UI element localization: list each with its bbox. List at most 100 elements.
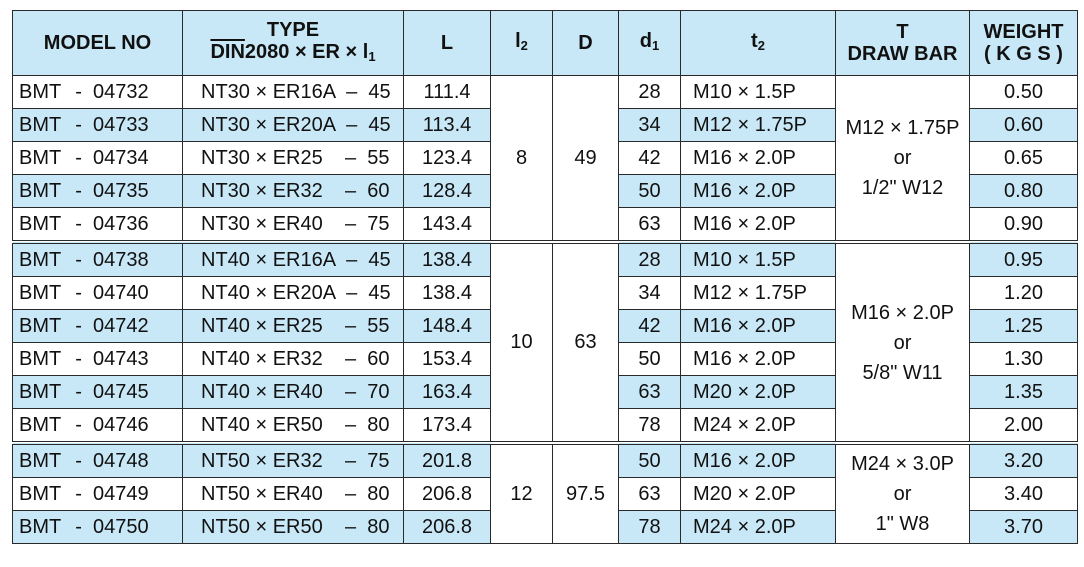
- model-no-cell: BMT - 04733: [12, 108, 183, 142]
- model-number: - 04750: [75, 515, 149, 538]
- draw-bar-line: 1/2" W12: [861, 177, 944, 199]
- d1-cell: 34: [618, 108, 681, 142]
- t2-cell: M24 × 2.0P: [680, 408, 836, 444]
- type-cell: NT50 × ER50 – 80: [182, 510, 404, 544]
- model-prefix: BMT: [19, 281, 62, 304]
- model-no-cell: BMT - 04740: [12, 276, 183, 310]
- table-row: BMT - 04742 NT40 × ER25 – 55 148.4 42 M16 × 2…: [12, 309, 1078, 343]
- header-type-title: TYPE: [266, 18, 320, 41]
- type-cell: NT50 × ER40 – 80: [182, 477, 404, 511]
- l2-cell: 12: [490, 441, 553, 544]
- table-row: BMT - 04734 NT30 × ER25 – 55 123.4 42 M16 × 2…: [12, 141, 1078, 175]
- spec-table: MODEL NO TYPE DIN2080 × ER × l1 L l2 D d…: [12, 10, 1078, 544]
- draw-bar-line: 5/8" W11: [862, 361, 943, 384]
- weight-cell: 1.20: [969, 276, 1078, 310]
- table-body: BMT - 04732 NT30 × ER16A – 45 111.4 8 49 28 M10…: [12, 75, 1078, 544]
- model-number: - 04735: [75, 179, 149, 202]
- header-L: L: [403, 10, 491, 76]
- L-cell: 173.4: [403, 408, 491, 444]
- t2-cell: M20 × 2.0P: [680, 375, 836, 409]
- model-number: - 04740: [75, 281, 149, 304]
- weight-cell: 3.20: [969, 441, 1078, 478]
- t2-cell: M20 × 2.0P: [680, 477, 836, 511]
- d1-cell: 34: [618, 276, 681, 310]
- type-cell: NT50 × ER32 – 75: [182, 441, 404, 478]
- model-number: - 04733: [75, 113, 149, 136]
- t2-cell: M10 × 1.5P: [680, 75, 836, 109]
- model-number: - 04742: [75, 314, 149, 337]
- header-row: MODEL NO TYPE DIN2080 × ER × l1 L l2 D d…: [12, 10, 1078, 76]
- d1-cell: 63: [618, 207, 681, 243]
- D-cell: 63: [552, 240, 619, 444]
- type-cell: NT40 × ER40 – 70: [182, 375, 404, 409]
- model-no-cell: BMT - 04738: [12, 240, 183, 277]
- model-prefix: BMT: [19, 347, 62, 370]
- model-number: - 04745: [75, 380, 149, 403]
- d1-cell: 50: [618, 441, 681, 478]
- L-cell: 111.4: [403, 75, 491, 109]
- draw-bar-cell: M16 × 2.0P or 5/8" W11: [835, 240, 970, 444]
- L-cell: 123.4: [403, 141, 491, 175]
- weight-cell: 1.30: [969, 342, 1078, 376]
- d1-cell: 78: [618, 408, 681, 444]
- table-row: BMT - 04738 NT40 × ER16A – 45 138.4 10 63 28 M1…: [12, 240, 1078, 444]
- model-prefix: BMT: [19, 314, 62, 337]
- model-no-cell: BMT - 04750: [12, 510, 183, 544]
- model-prefix: BMT: [19, 413, 62, 436]
- weight-cell: 0.50: [969, 75, 1078, 109]
- L-cell: 153.4: [403, 342, 491, 376]
- model-prefix: BMT: [19, 179, 62, 202]
- model-prefix: BMT: [19, 449, 62, 472]
- weight-cell: 0.60: [969, 108, 1078, 142]
- d1-cell: 28: [618, 75, 681, 109]
- L-cell: 143.4: [403, 207, 491, 243]
- L-cell: 148.4: [403, 309, 491, 343]
- type-cell: NT30 × ER16A – 45: [182, 75, 404, 109]
- draw-bar-cell: M24 × 3.0P or 1" W8: [835, 441, 970, 544]
- weight-cell: 0.90: [969, 207, 1078, 243]
- d1-cell: 63: [618, 477, 681, 511]
- model-number: - 04734: [75, 146, 149, 169]
- type-cell: NT30 × ER20A – 45: [182, 108, 404, 142]
- table-row: BMT - 04735 NT30 × ER32 – 60 128.4 50 M16 × 2…: [12, 174, 1078, 208]
- model-prefix: BMT: [19, 482, 62, 505]
- model-prefix: BMT: [19, 248, 62, 271]
- header-weight: WEIGHT ( K G S ): [969, 10, 1078, 76]
- d1-cell: 42: [618, 141, 681, 175]
- type-cell: NT40 × ER25 – 55: [182, 309, 404, 343]
- l2-cell: 10: [490, 240, 553, 444]
- draw-bar-line: or: [893, 331, 912, 354]
- header-d1: d1: [618, 10, 681, 76]
- d1-cell: 63: [618, 375, 681, 409]
- table-row: BMT - 04750 NT50 × ER50 – 80 206.8 78 M24 × 2…: [12, 510, 1078, 544]
- draw-bar-line: M12 × 1.75P: [845, 117, 960, 139]
- L-cell: 206.8: [403, 477, 491, 511]
- t2-cell: M16 × 2.0P: [680, 309, 836, 343]
- header-draw-bar: T DRAW BAR: [835, 10, 970, 76]
- model-number: - 04736: [75, 212, 149, 235]
- header-type: TYPE DIN2080 × ER × l1: [182, 10, 404, 76]
- model-prefix: BMT: [19, 515, 62, 538]
- type-cell: NT40 × ER50 – 80: [182, 408, 404, 444]
- d1-cell: 50: [618, 174, 681, 208]
- model-no-cell: BMT - 04743: [12, 342, 183, 376]
- l2-cell: 8: [490, 75, 553, 243]
- model-prefix: BMT: [19, 212, 62, 235]
- type-cell: NT30 × ER25 – 55: [182, 141, 404, 175]
- d1-cell: 42: [618, 309, 681, 343]
- model-number: - 04748: [75, 449, 149, 472]
- type-cell: NT30 × ER40 – 75: [182, 207, 404, 243]
- header-model-no: MODEL NO: [12, 10, 183, 76]
- model-prefix: BMT: [19, 380, 62, 403]
- type-cell: NT30 × ER32 – 60: [182, 174, 404, 208]
- model-no-cell: BMT - 04748: [12, 441, 183, 478]
- model-number: - 04743: [75, 347, 149, 370]
- table-row: BMT - 04745 NT40 × ER40 – 70 163.4 63 M20 × 2…: [12, 375, 1078, 409]
- L-cell: 138.4: [403, 240, 491, 277]
- d1-cell: 78: [618, 510, 681, 544]
- t2-cell: M10 × 1.5P: [680, 240, 836, 277]
- header-type-formula: DIN2080 × ER × l1: [210, 40, 376, 64]
- header-D: D: [552, 10, 619, 76]
- type-cell: NT40 × ER16A – 45: [182, 240, 404, 277]
- model-prefix: BMT: [19, 80, 62, 103]
